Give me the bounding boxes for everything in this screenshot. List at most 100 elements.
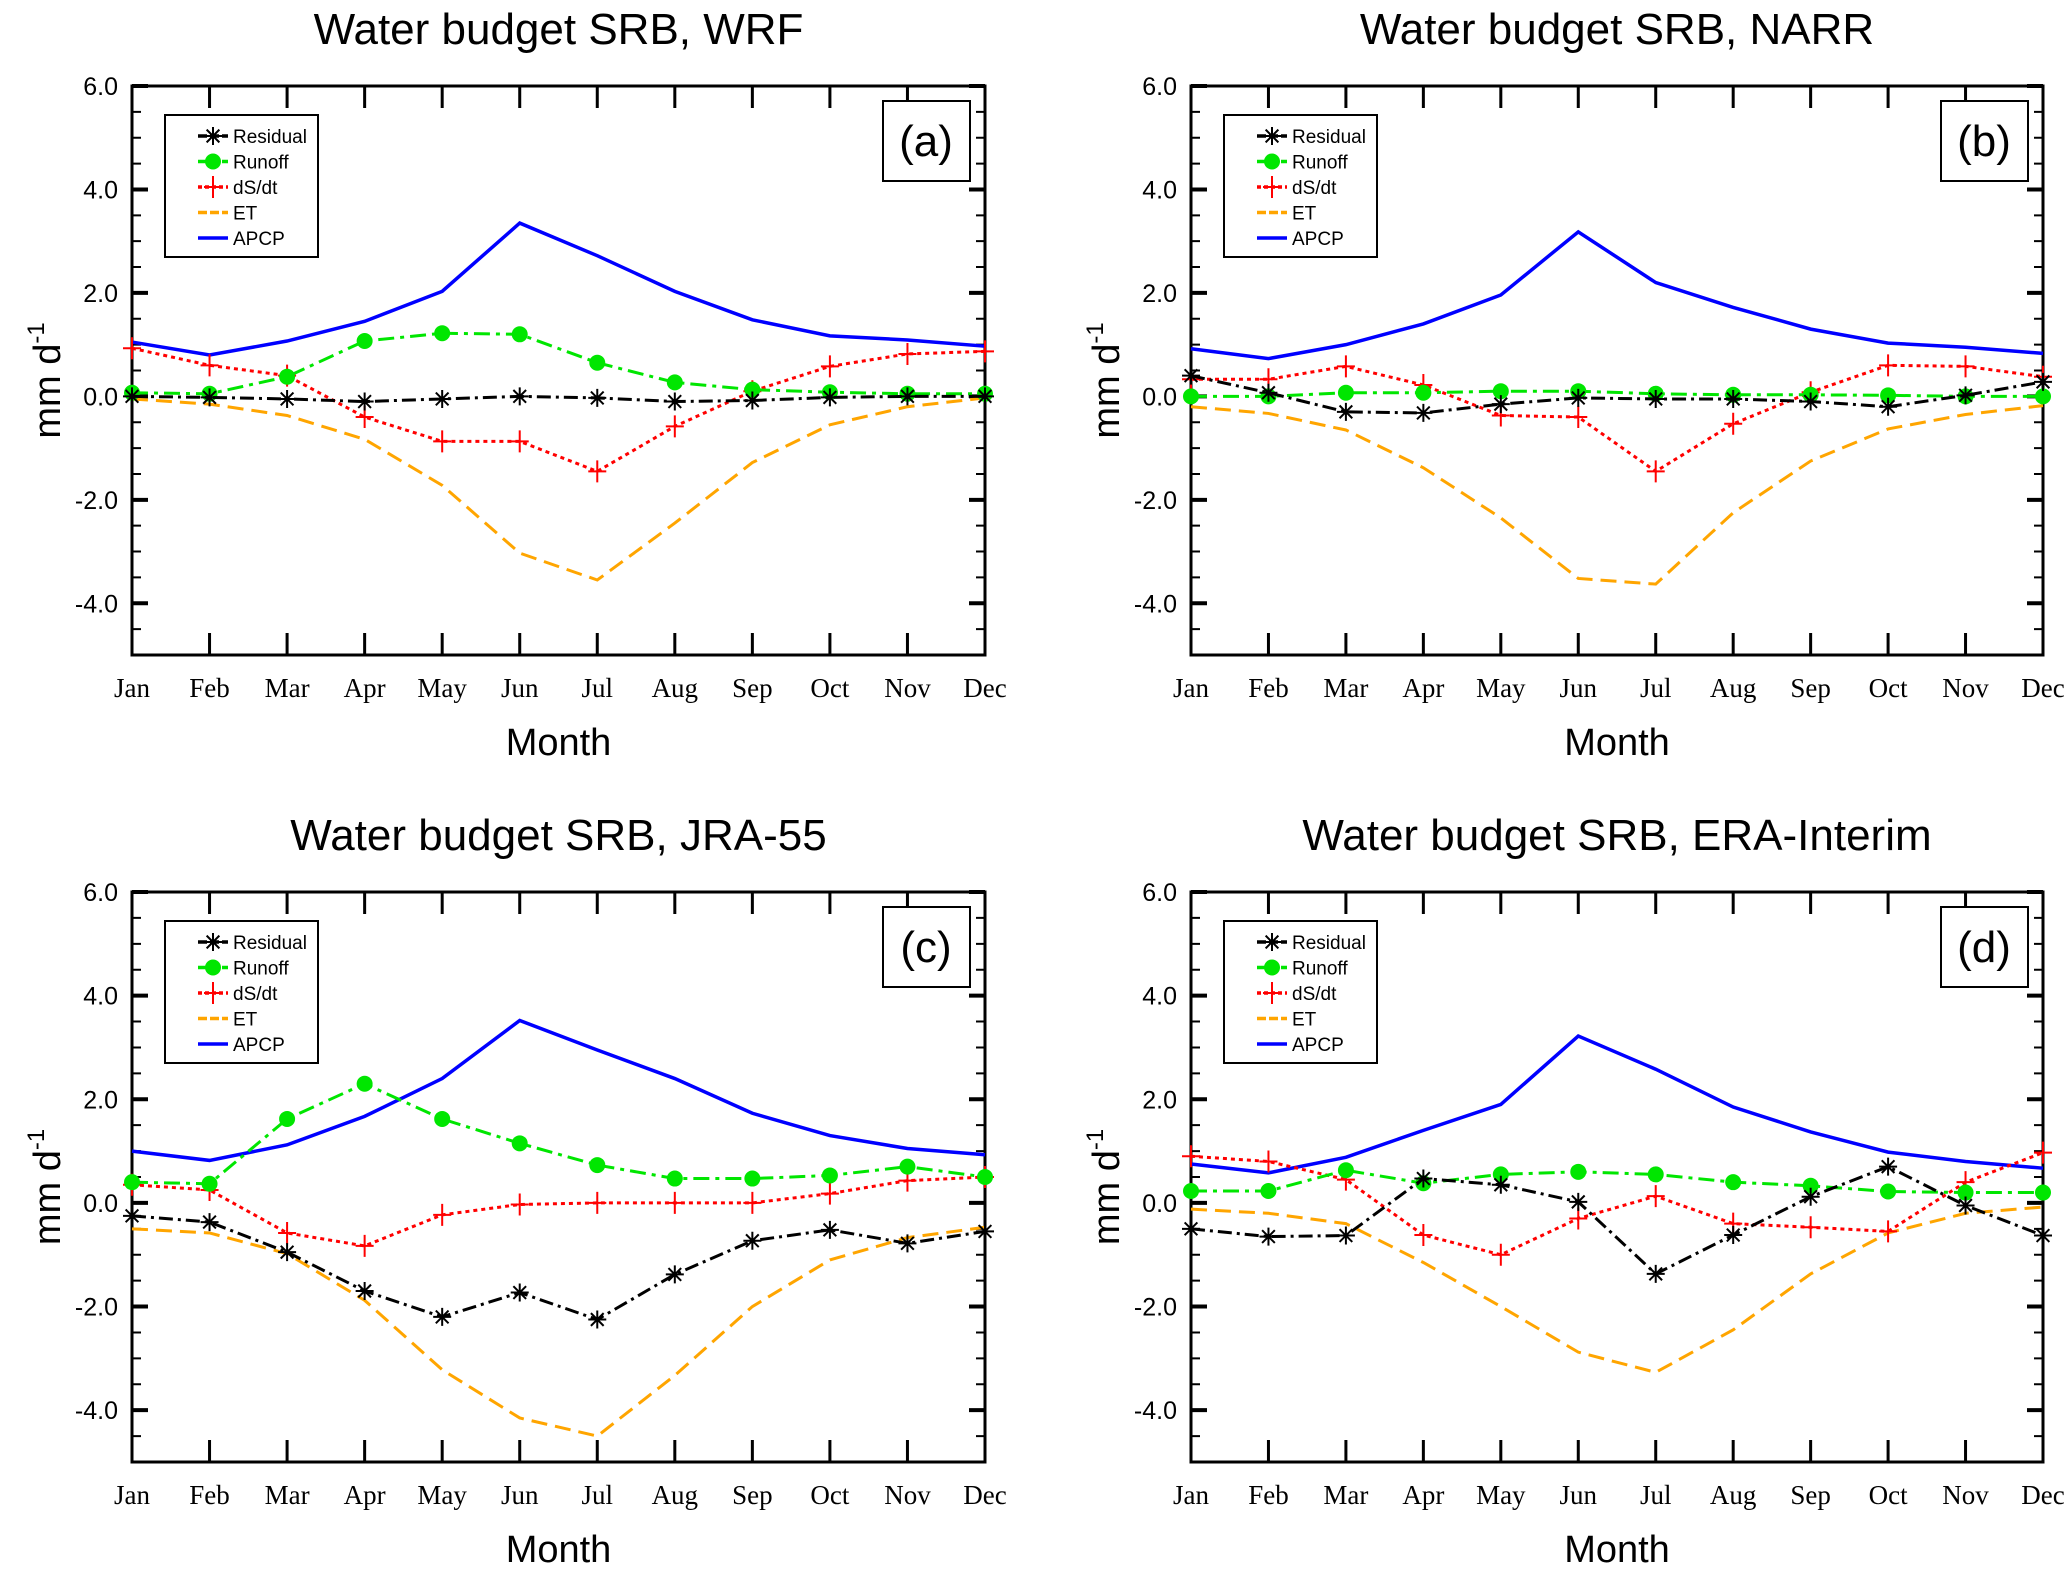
- data-point: [1957, 1184, 1974, 1201]
- legend-item: Runoff: [198, 153, 289, 174]
- series-line: [131, 221, 986, 357]
- data-point: [1491, 1243, 1510, 1266]
- series-line: [1191, 389, 2043, 398]
- panel-label-box: [1940, 906, 2029, 988]
- data-point: [743, 391, 762, 410]
- legend-marker: [1263, 933, 1281, 951]
- series-dsdt: [1182, 354, 2052, 483]
- legend-label: APCP: [1292, 1035, 1344, 1056]
- y-tick-label: -2.0: [75, 1294, 118, 1322]
- legend-item: APCP: [198, 229, 285, 250]
- data-point: [278, 1221, 297, 1244]
- x-tick-label: Nov: [884, 1480, 931, 1510]
- x-tick-label: Mar: [265, 1480, 310, 1510]
- legend-item: Residual: [1257, 933, 1366, 954]
- data-point: [510, 1193, 529, 1216]
- y-tick-label: -4.0: [1134, 590, 1177, 618]
- chart-panel-b: Water budget SRB, NARR 6.0 4.0 2.0 0.0 -2.0 -4…: [1082, 5, 2065, 764]
- legend-marker: [204, 176, 222, 198]
- x-tick-label: May: [1476, 1480, 1526, 1510]
- series-residual: [1182, 366, 2052, 422]
- data-point: [666, 374, 683, 391]
- data-point: [279, 1110, 296, 1127]
- legend-item: ET: [1257, 204, 1317, 225]
- data-point: [1724, 1226, 1743, 1245]
- x-tick-label: Mar: [1323, 1480, 1368, 1510]
- data-point: [1414, 403, 1433, 422]
- y-tick-label: 6.0: [83, 879, 118, 907]
- data-point: [510, 387, 529, 406]
- legend-label: dS/dt: [233, 984, 278, 1005]
- data-point: [589, 354, 606, 371]
- series-line: [131, 1018, 986, 1163]
- data-point: [744, 381, 761, 398]
- y-tick-label: -4.0: [1134, 1397, 1177, 1425]
- chart-title: Water budget SRB, WRF: [314, 5, 804, 54]
- data-point: [1646, 1264, 1665, 1283]
- legend-label: Runoff: [233, 959, 289, 980]
- legend-item: APCP: [198, 1035, 285, 1056]
- x-tick-label: Dec: [963, 1480, 1006, 1510]
- legend-label: Runoff: [1292, 959, 1348, 980]
- x-tick-label: May: [1476, 673, 1526, 703]
- x-tick-label: Jun: [1560, 673, 1598, 703]
- x-tick-label: May: [417, 673, 467, 703]
- x-tick-label: Apr: [344, 673, 386, 703]
- data-point: [899, 1158, 916, 1175]
- legend-label: ET: [233, 204, 258, 225]
- legend-item: Residual: [1257, 127, 1366, 148]
- data-point: [356, 333, 373, 350]
- y-tick-label: 6.0: [83, 73, 118, 101]
- x-tick-label: Jan: [1173, 673, 1209, 703]
- series-line: [1190, 1205, 2044, 1374]
- data-point: [355, 1234, 374, 1257]
- data-point: [588, 388, 607, 407]
- data-point: [1492, 383, 1509, 400]
- data-point: [1492, 1166, 1509, 1183]
- data-point: [1801, 1187, 1820, 1206]
- legend-marker: [1264, 959, 1280, 976]
- panel-label-box: [1940, 100, 2029, 182]
- x-tick-label: Jan: [1173, 1480, 1209, 1510]
- data-point: [820, 388, 839, 407]
- data-point: [200, 354, 219, 377]
- series-line: [131, 394, 985, 404]
- x-tick-label: Jan: [114, 1480, 150, 1510]
- y-tick-label: 2.0: [1142, 1086, 1177, 1114]
- data-point: [2034, 1141, 2052, 1164]
- y-tick-label: 0.0: [83, 383, 118, 411]
- x-tick-label: Apr: [1402, 673, 1444, 703]
- series-residual: [123, 1206, 994, 1329]
- chart-title: Water budget SRB, NARR: [1360, 5, 1874, 54]
- x-tick-label: Aug: [652, 673, 699, 703]
- y-axis-label-text: mm d: [27, 344, 69, 439]
- series-line: [131, 331, 985, 396]
- chart-panel-d: Water budget SRB, ERA-Interim 6.0 4.0 2.0 0.…: [1082, 811, 2065, 1571]
- series-et: [131, 1225, 986, 1438]
- data-point: [976, 1222, 994, 1241]
- y-axis-label: mm d-1: [1082, 1129, 1128, 1245]
- chart-title: Water budget SRB, JRA-55: [290, 811, 826, 860]
- y-tick-label: 6.0: [1142, 879, 1177, 907]
- x-tick-label: Jul: [582, 1480, 614, 1510]
- panel-label-box: [882, 906, 971, 988]
- data-point: [2035, 388, 2051, 405]
- legend-label: dS/dt: [1292, 178, 1337, 199]
- y-tick-label: 2.0: [1142, 280, 1177, 308]
- legend-item: Runoff: [1257, 959, 1348, 980]
- legend-label: Residual: [233, 933, 307, 954]
- legend-item: dS/dt: [198, 176, 278, 199]
- series-et: [131, 396, 986, 582]
- data-point: [976, 387, 994, 406]
- x-tick-label: Dec: [2021, 673, 2064, 703]
- panel-label: (b): [1957, 117, 2011, 166]
- data-point: [1336, 1226, 1355, 1245]
- data-point: [1414, 1224, 1433, 1247]
- series-line: [131, 1225, 986, 1438]
- legend-label: ET: [233, 1010, 258, 1031]
- y-axis-label-text: mm d: [1086, 344, 1128, 439]
- data-point: [898, 387, 917, 406]
- data-point: [1802, 1177, 1819, 1194]
